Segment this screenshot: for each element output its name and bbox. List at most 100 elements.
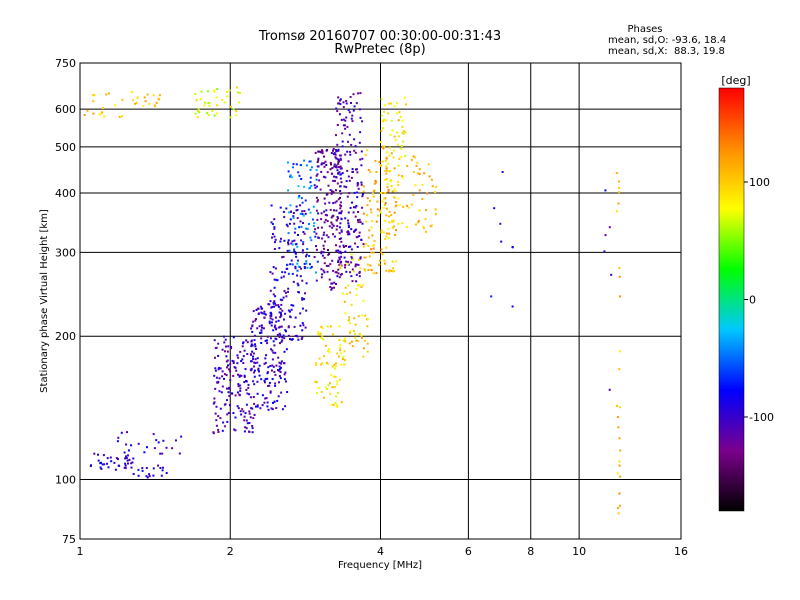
data-point: [356, 183, 359, 186]
data-point: [298, 291, 300, 294]
data-point: [511, 305, 514, 308]
data-point: [275, 278, 278, 281]
data-point: [195, 99, 198, 102]
data-point: [276, 399, 279, 402]
data-point: [134, 102, 137, 105]
data-point: [360, 286, 363, 288]
data-point: [259, 332, 262, 334]
data-point: [397, 184, 400, 186]
data-point: [397, 174, 400, 177]
data-point: [358, 284, 361, 286]
data-point: [329, 382, 331, 385]
data-point: [240, 413, 243, 416]
data-point: [267, 366, 270, 369]
data-point: [375, 220, 378, 223]
data-point: [286, 225, 289, 228]
data-point: [306, 248, 309, 250]
data-point: [92, 100, 95, 103]
data-point: [227, 391, 230, 394]
data-point: [335, 283, 337, 285]
data-point: [351, 168, 354, 170]
data-point: [339, 222, 342, 225]
data-point: [387, 112, 390, 115]
data-point: [273, 248, 276, 250]
data-point: [277, 319, 280, 322]
data-point: [297, 196, 300, 199]
data-point: [393, 105, 396, 108]
data-point: [252, 380, 255, 383]
data-point: [318, 150, 321, 153]
data-point: [333, 363, 336, 366]
data-point: [253, 361, 256, 364]
data-point: [213, 89, 215, 92]
data-point: [320, 250, 323, 253]
data-point: [244, 426, 247, 429]
data-point: [301, 322, 304, 325]
axis-ticks: 1 2 4 6 8 10 16 75 100 200 300 400 500 600 750: [55, 57, 688, 558]
data-point: [203, 104, 206, 107]
data-point: [335, 219, 338, 222]
data-point: [414, 184, 417, 187]
data-point: [306, 227, 309, 230]
data-point: [351, 201, 353, 204]
data-point: [348, 179, 351, 182]
data-point: [225, 345, 227, 348]
data-point: [290, 242, 293, 245]
data-point: [385, 165, 388, 168]
data-point: [303, 159, 306, 162]
data-point: [279, 206, 282, 209]
data-point: [93, 94, 96, 97]
data-point: [279, 370, 282, 373]
data-point: [370, 211, 373, 214]
data-point: [353, 330, 355, 333]
data-point: [385, 235, 388, 238]
data-point: [406, 204, 409, 207]
data-point: [284, 271, 287, 274]
data-point: [372, 251, 375, 254]
data-point: [343, 300, 346, 303]
data-point: [289, 338, 291, 341]
data-point: [213, 114, 216, 117]
data-point: [325, 209, 328, 212]
x-tick-label: 2: [227, 545, 234, 558]
data-point: [339, 346, 342, 349]
data-point: [141, 467, 144, 470]
data-point: [245, 419, 248, 422]
data-point: [240, 360, 243, 363]
data-point: [412, 170, 415, 173]
data-point: [310, 265, 313, 268]
data-point: [273, 300, 276, 303]
data-point: [355, 287, 358, 290]
data-point: [124, 457, 127, 460]
data-point: [364, 154, 367, 157]
data-point: [376, 208, 379, 211]
data-point: [336, 225, 339, 228]
data-point: [404, 131, 407, 134]
data-point: [386, 151, 389, 154]
data-point: [283, 239, 286, 242]
data-point: [347, 224, 350, 227]
data-point: [248, 422, 251, 424]
data-point: [434, 191, 437, 194]
data-point: [283, 350, 286, 353]
data-point: [339, 185, 342, 188]
data-point: [326, 325, 329, 328]
data-point: [269, 311, 272, 314]
data-point: [286, 161, 289, 164]
data-point: [323, 162, 326, 165]
data-point: [287, 243, 290, 246]
data-point: [124, 467, 127, 470]
data-point: [252, 358, 255, 360]
data-point: [345, 180, 348, 183]
data-point: [344, 340, 347, 343]
data-point: [345, 186, 348, 189]
data-point: [284, 405, 287, 408]
data-point: [315, 364, 318, 367]
data-point: [247, 386, 250, 389]
data-point: [229, 105, 232, 108]
data-point: [383, 197, 385, 200]
data-point: [382, 206, 385, 209]
data-point: [358, 332, 361, 335]
data-point: [287, 290, 289, 293]
data-point: [330, 373, 333, 376]
